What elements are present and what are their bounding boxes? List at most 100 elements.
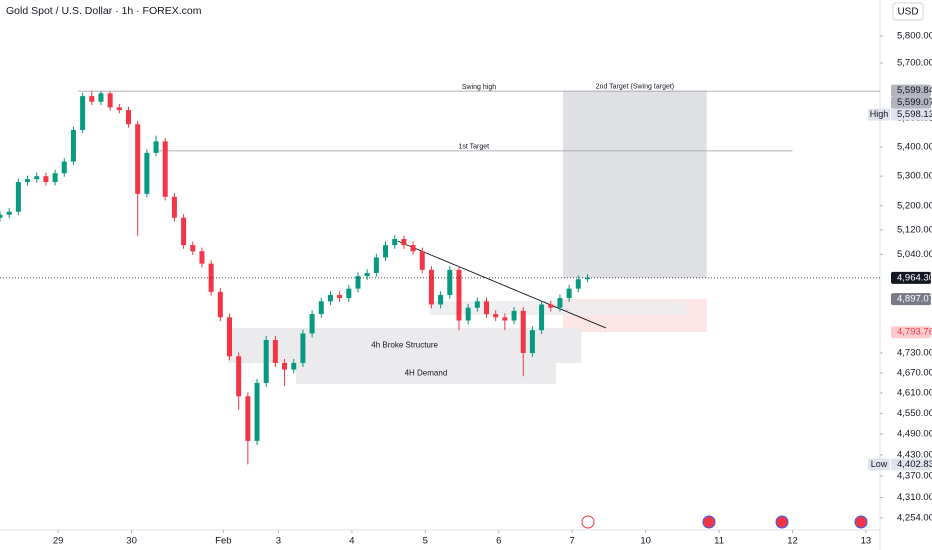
candle-body: [254, 382, 260, 441]
event-icon[interactable]: [702, 515, 716, 529]
candle-body: [309, 314, 315, 334]
candle-body: [144, 152, 150, 194]
candle-body: [401, 239, 407, 246]
candle-body: [6, 211, 12, 215]
candle-body: [373, 257, 379, 273]
price-marker: [891, 293, 931, 306]
zone-label: 4H Demand: [405, 369, 448, 378]
candle-body: [566, 288, 572, 299]
y-tick-label: 4,550.00: [897, 408, 932, 419]
x-tick-label: 5: [423, 536, 428, 547]
x-tick-label: 4: [349, 536, 354, 547]
level-label: Swing high: [462, 84, 496, 91]
price-marker: [891, 271, 931, 284]
currency[interactable]: USD: [897, 7, 918, 18]
x-tick-label: Feb: [215, 536, 231, 547]
candle-body: [327, 294, 333, 302]
event-icon[interactable]: [854, 515, 868, 529]
candle-body: [529, 330, 535, 354]
candle-body: [539, 304, 545, 331]
y-tick-label: 4,430.00: [897, 449, 932, 460]
candle-body: [511, 310, 517, 321]
zone-label: 4h Broke Structure: [371, 341, 438, 350]
event-icons: [581, 515, 868, 529]
x-tick-label: 11: [714, 536, 724, 547]
candle-body: [318, 301, 324, 315]
y-tick-label: 5,800.00: [897, 31, 932, 42]
y-tick-label: 5,120.00: [897, 224, 932, 235]
candle-body: [410, 245, 416, 252]
candle-body: [116, 107, 122, 111]
candle-body: [465, 307, 471, 321]
y-tick-label: 4,310.00: [897, 492, 932, 503]
candle-body: [15, 182, 21, 212]
target-box: [563, 90, 707, 278]
price-marker-label: 4,793.76: [897, 327, 932, 338]
y-tick-label: 4,610.00: [897, 387, 932, 398]
candle-body: [98, 93, 104, 102]
candle-body: [181, 217, 187, 246]
candle-body: [474, 301, 480, 308]
candle-body: [107, 93, 113, 108]
candle-body: [300, 333, 306, 363]
y-tick-label: 5,700.00: [897, 58, 932, 69]
candle-body: [208, 263, 214, 292]
price-marker-label: 4,964.30: [897, 272, 932, 283]
candle-body: [291, 362, 297, 370]
candle-body: [548, 304, 554, 308]
x-tick-label: 3: [276, 536, 281, 547]
candle-body: [282, 362, 288, 370]
candle-body: [428, 269, 434, 305]
x-tick-label: 7: [570, 536, 575, 547]
x-tick-label: 29: [53, 536, 64, 547]
candle-body: [502, 317, 508, 321]
price-tag-label: High: [870, 109, 889, 119]
candle-body: [153, 141, 159, 153]
candle-body: [226, 317, 232, 357]
price-marker-label: 5,599.07: [897, 97, 932, 108]
price-marker: [891, 326, 931, 339]
candle-body: [419, 251, 425, 270]
y-tick-label: 4,370.00: [897, 471, 932, 482]
candle-body: [584, 277, 590, 280]
candle-body: [364, 272, 370, 277]
y-tick-label: 5,040.00: [897, 249, 932, 260]
candle-body: [355, 276, 361, 289]
currency-box[interactable]: [892, 2, 924, 21]
candle-body: [447, 269, 453, 295]
price-tag-label: Low: [871, 459, 888, 469]
y-tick-label: 4,490.00: [897, 428, 932, 439]
x-tick-label: 30: [126, 536, 137, 547]
event-icon[interactable]: [581, 515, 595, 529]
candle-body: [190, 245, 196, 252]
level-label: 1st Target: [458, 144, 489, 151]
candle-body: [263, 339, 269, 383]
candle-body: [575, 279, 581, 289]
candle-body: [126, 110, 132, 125]
candle-body: [171, 196, 177, 218]
candle-body: [438, 294, 444, 305]
candle-body: [272, 339, 278, 363]
candle-body: [80, 96, 86, 130]
x-tick-label: 12: [787, 536, 798, 547]
x-tick-label: 6: [496, 536, 501, 547]
price-marker-label: 4,897.07: [897, 294, 932, 305]
event-icon[interactable]: [775, 515, 789, 529]
candle-body: [162, 141, 168, 197]
candle-body: [236, 356, 242, 397]
price-tag: [868, 458, 890, 471]
candle-body: [245, 396, 251, 441]
price-marker-label: 5,598.13: [897, 109, 932, 120]
y-tick-label: 4,730.00: [897, 348, 932, 359]
y-tick-label: 5,400.00: [897, 142, 932, 153]
candle-body: [493, 314, 499, 318]
price-marker: [891, 108, 931, 121]
candle-body: [61, 161, 67, 174]
y-tick-label: 4,254.00: [897, 512, 932, 523]
candle-body: [456, 269, 462, 321]
x-tick-label: 10: [640, 536, 651, 547]
candle-body: [337, 294, 343, 299]
price-tag: [868, 108, 890, 121]
